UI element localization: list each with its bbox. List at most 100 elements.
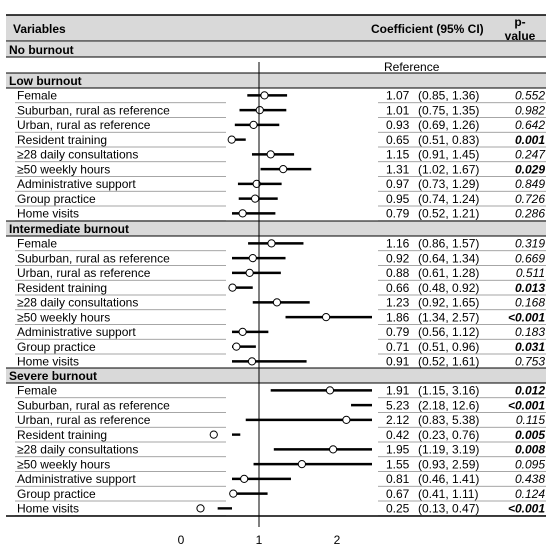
header-coefficient: Coefficient (95% CI) <box>371 22 484 36</box>
row-coefficient: 0.88 <box>386 266 410 280</box>
point-estimate <box>249 120 258 129</box>
row-coefficient: 1.01 <box>386 103 410 117</box>
row-coefficient: 0.66 <box>386 281 410 295</box>
row-coefficient: 1.23 <box>386 296 410 310</box>
row-ci: (0.46, 1.41) <box>418 472 479 486</box>
row-ci: (0.64, 1.34) <box>418 251 479 265</box>
row-label: Urban, rural as reference <box>17 118 151 132</box>
x-tick-label: 2 <box>334 533 341 547</box>
row-ci: (0.13, 0.47) <box>418 502 479 516</box>
row-coefficient: 0.65 <box>386 133 410 147</box>
point-estimate <box>325 386 335 395</box>
point-estimate <box>227 135 236 144</box>
row-coefficient: 1.86 <box>386 310 410 324</box>
row-label: Female <box>17 384 57 398</box>
row-ci: (0.74, 1.24) <box>418 192 479 206</box>
group-band <box>6 221 546 236</box>
row-label: Urban, rural as reference <box>17 413 151 427</box>
row-label: ≥28 daily consultations <box>17 148 138 162</box>
row-coefficient: 0.25 <box>386 502 410 516</box>
row-coefficient: 1.95 <box>386 443 410 457</box>
row-ci: (0.56, 1.12) <box>418 325 479 339</box>
row-pvalue: 0.753 <box>515 355 545 369</box>
row-pvalue: 0.013 <box>515 281 545 295</box>
row-pvalue: 0.319 <box>515 237 545 251</box>
row-ci: (1.34, 2.57) <box>418 310 479 324</box>
row-ci: (0.69, 1.26) <box>418 118 479 132</box>
row-coefficient: 0.92 <box>386 251 410 265</box>
row-coefficient: 0.42 <box>386 428 410 442</box>
row-pvalue: 0.849 <box>515 177 545 191</box>
point-estimate <box>297 460 306 469</box>
row-ci: (0.75, 1.35) <box>418 103 479 117</box>
point-estimate <box>267 239 276 248</box>
row-pvalue: 0.642 <box>515 118 545 132</box>
row-label: Resident training <box>17 281 107 295</box>
point-estimate <box>272 298 282 307</box>
point-estimate <box>279 165 288 174</box>
row-label: ≥50 weekly hours <box>17 162 110 176</box>
row-coefficient: 0.95 <box>386 192 410 206</box>
point-estimate <box>247 357 257 366</box>
row-coefficient: 0.91 <box>386 355 410 369</box>
group-band <box>6 368 546 383</box>
point-estimate <box>266 150 275 159</box>
row-label: Home visits <box>17 355 79 369</box>
row-pvalue: 0.001 <box>515 133 545 147</box>
row-ci: (0.51, 0.96) <box>418 340 479 354</box>
group-label: Severe burnout <box>9 369 97 383</box>
header-pvalue-line1: p- <box>514 15 525 29</box>
header-variables: Variables <box>13 22 66 36</box>
group-label: Low burnout <box>9 74 82 88</box>
row-coefficient: 0.93 <box>386 118 410 132</box>
row-coefficient: 0.97 <box>386 177 410 191</box>
row-label: Suburban, rural as reference <box>17 251 170 265</box>
row-coefficient: 0.79 <box>386 207 410 221</box>
row-coefficient: 0.79 <box>386 325 410 339</box>
point-estimate <box>248 254 257 263</box>
row-label: Administrative support <box>17 472 136 486</box>
row-ci: (0.23, 0.76) <box>418 428 479 442</box>
row-ci: (0.51, 0.83) <box>418 133 479 147</box>
row-pvalue: 0.031 <box>515 340 545 354</box>
row-label: Group practice <box>17 192 96 206</box>
row-label: Resident training <box>17 428 107 442</box>
row-coefficient: 0.67 <box>386 487 410 501</box>
row-pvalue: 0.286 <box>515 207 545 221</box>
row-pvalue: 0.124 <box>515 487 545 501</box>
no-burnout-band <box>6 42 546 57</box>
x-tick-label: 0 <box>178 533 185 547</box>
group-label: Intermediate burnout <box>9 222 129 236</box>
row-label: Female <box>17 237 57 251</box>
row-coefficient: 1.16 <box>386 237 410 251</box>
row-coefficient: 0.81 <box>386 472 410 486</box>
point-estimate <box>229 489 238 498</box>
point-estimate <box>329 445 338 454</box>
row-coefficient: 1.55 <box>386 457 410 471</box>
row-pvalue: 0.115 <box>516 413 545 427</box>
point-estimate <box>252 179 261 188</box>
group-band <box>6 73 546 88</box>
row-coefficient: 0.71 <box>386 340 410 354</box>
row-pvalue: 0.726 <box>515 192 545 206</box>
row-pvalue: 0.183 <box>515 325 545 339</box>
row-ci: (0.92, 1.65) <box>418 296 479 310</box>
row-coefficient: 1.07 <box>386 89 410 103</box>
row-ci: (1.15, 3.16) <box>418 384 479 398</box>
row-label: Suburban, rural as reference <box>17 398 170 412</box>
row-pvalue: 0.012 <box>515 384 545 398</box>
point-estimate <box>232 342 241 351</box>
x-tick-label: 1 <box>256 533 263 547</box>
row-label: Urban, rural as reference <box>17 266 151 280</box>
row-ci: (0.41, 1.11) <box>418 487 478 501</box>
row-ci: (0.83, 5.38) <box>418 413 479 427</box>
row-label: Administrative support <box>17 177 136 191</box>
row-pvalue: 0.438 <box>515 472 545 486</box>
row-pvalue: 0.168 <box>515 296 545 310</box>
point-estimate <box>245 268 254 277</box>
row-label: Group practice <box>17 487 96 501</box>
point-estimate <box>238 327 247 336</box>
row-label: Home visits <box>17 502 79 516</box>
row-pvalue: <0.001 <box>508 398 545 412</box>
